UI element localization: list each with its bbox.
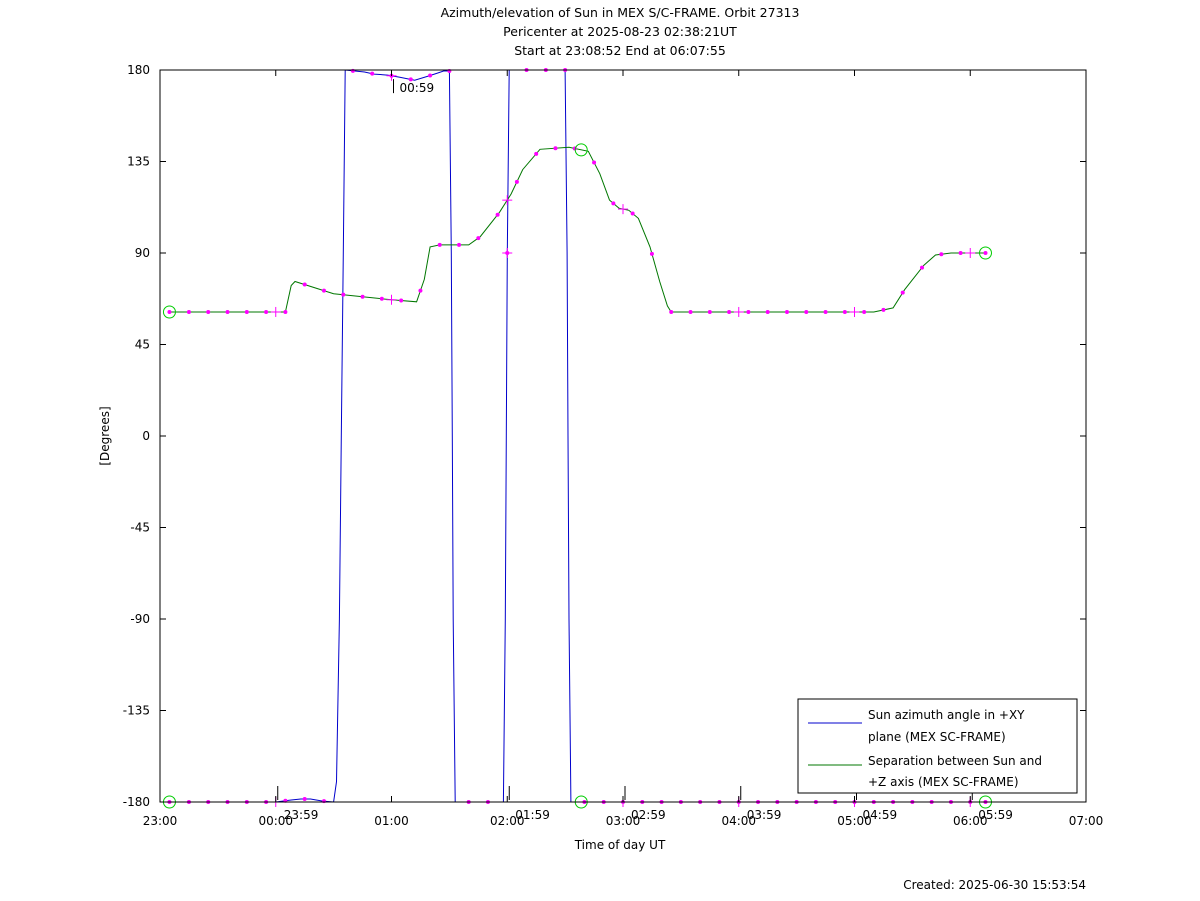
dot-separation-20 [553, 146, 558, 151]
dot-separation-24 [630, 211, 635, 216]
plot-frame [159, 69, 1087, 803]
time-mark-label-5: 04:59 [863, 808, 898, 822]
dot-separation-2 [206, 309, 211, 314]
dot-separation-26 [669, 309, 674, 314]
dot-separation-11 [379, 296, 384, 301]
created-footer: Created: 2025-06-30 15:53:54 [903, 878, 1086, 892]
time-mark-label-2: 01:59 [515, 808, 550, 822]
dot-separation-12 [399, 298, 404, 303]
legend-label-separation-line-2: +Z axis (MEX SC-FRAME) [868, 775, 1019, 789]
dot-separation-33 [804, 309, 809, 314]
x-tick-label-2: 01:00 [374, 814, 409, 828]
series-layer [169, 69, 986, 803]
x-tick-label-4: 03:00 [606, 814, 641, 828]
dot-separation-8 [321, 288, 326, 293]
circle-pericenter-separation [574, 143, 588, 157]
x-axis-label: Time of day UT [574, 838, 666, 852]
y-tick-label-7: 135 [127, 155, 150, 169]
dot-separation-13 [418, 288, 423, 293]
dot-separation-42 [983, 251, 988, 255]
dot-separation-37 [881, 307, 886, 312]
dot-separation-16 [476, 236, 481, 241]
dot-separation-39 [920, 265, 925, 270]
dot-separation-32 [784, 309, 789, 314]
dot-separation-31 [765, 309, 770, 314]
x-axis-ticks: 23:00 00:00 01:00 02:00 03:00 04:00 05:00 06:00… [143, 70, 1104, 828]
dot-separation-19 [534, 151, 539, 156]
dot-separation-17 [495, 212, 500, 217]
y-tick-label-1: -135 [123, 704, 150, 718]
x-tick-label-1: 00:00 [258, 814, 293, 828]
dot-azimuth-7 [302, 796, 307, 801]
dot-separation-28 [707, 309, 712, 314]
dot-separation-5 [264, 309, 269, 314]
time-mark-label-3: 02:59 [631, 808, 666, 822]
legend-box [797, 698, 1078, 794]
x-tick-label-3: 02:00 [490, 814, 525, 828]
legend-label-azimuth-line-2: plane (MEX SC-FRAME) [868, 730, 1006, 744]
dot-separation-1 [186, 309, 191, 314]
dot-separation-40 [939, 252, 944, 257]
chart-title: Azimuth/elevation of Sun in MEX S/C-FRAM… [441, 5, 800, 58]
legend: Sun azimuth angle in +XY plane (MEX SC-F… [797, 698, 1078, 794]
x-tick-label-7: 06:00 [953, 814, 988, 828]
dot-separation-14 [437, 242, 442, 247]
circle-start-separation [162, 305, 176, 319]
dot-separation-4 [244, 309, 249, 314]
series-line-separation [169, 146, 986, 313]
title-line-3: Start at 23:08:52 End at 06:07:55 [514, 43, 726, 58]
series-line-azimuth [169, 69, 986, 803]
dot-separation-9 [341, 292, 346, 297]
dot-separation-29 [727, 309, 732, 314]
dot-separation-6 [283, 309, 288, 314]
x-tick-label-8: 07:00 [1069, 814, 1104, 828]
dot-separation-36 [862, 309, 867, 314]
dot-azimuth-8 [321, 799, 326, 804]
dot-azimuth-13 [428, 73, 433, 78]
dot-separation-27 [688, 309, 693, 314]
time-mark-label-0: 23:59 [284, 808, 319, 822]
x-tick-label-5: 04:00 [721, 814, 756, 828]
time-mark-label-1: 00:59 [400, 81, 435, 95]
dot-separation-38 [900, 290, 905, 295]
dot-separation-7 [302, 282, 307, 287]
circle-end-separation [978, 246, 992, 260]
dot-separation-35 [842, 309, 847, 314]
x-tick-label-6: 05:00 [837, 814, 872, 828]
dot-separation-30 [746, 309, 751, 314]
x-tick-label-0: 23:00 [143, 814, 178, 828]
legend-label-separation-line-1: Separation between Sun and [868, 754, 1042, 768]
dot-separation-0 [167, 309, 172, 314]
title-line-2: Pericenter at 2025-08-23 02:38:21UT [503, 24, 737, 39]
y-tick-label-5: 45 [135, 338, 150, 352]
dot-separation-22 [592, 160, 597, 165]
dot-separation-23 [611, 201, 616, 206]
y-axis-ticks: -180 -135 -90 -45 0 45 90 135 180 [123, 63, 1086, 809]
title-line-1: Azimuth/elevation of Sun in MEX S/C-FRAM… [441, 5, 800, 20]
dot-separation-41 [958, 251, 963, 255]
y-tick-label-4: 0 [142, 429, 150, 443]
y-tick-label-3: -45 [130, 521, 150, 535]
y-tick-label-0: -180 [123, 795, 150, 809]
y-tick-label-2: -90 [130, 612, 150, 626]
dot-separation-3 [225, 309, 230, 314]
time-mark-label-4: 03:59 [747, 808, 782, 822]
y-tick-label-6: 90 [135, 246, 150, 260]
time-mark-label-6: 05:59 [978, 808, 1013, 822]
dot-azimuth-12 [408, 77, 413, 82]
dot-separation-10 [360, 294, 365, 299]
y-axis-label: [Degrees] [98, 406, 112, 465]
dot-separation-34 [823, 309, 828, 314]
dot-separation-25 [649, 251, 654, 256]
dot-separation-18 [514, 179, 519, 184]
legend-label-azimuth-line-1: Sun azimuth angle in +XY [868, 708, 1025, 722]
dot-azimuth-10 [370, 71, 375, 76]
dot-azimuth-9 [350, 68, 355, 73]
y-tick-label-8: 180 [127, 63, 150, 77]
dot-separation-15 [457, 242, 462, 247]
